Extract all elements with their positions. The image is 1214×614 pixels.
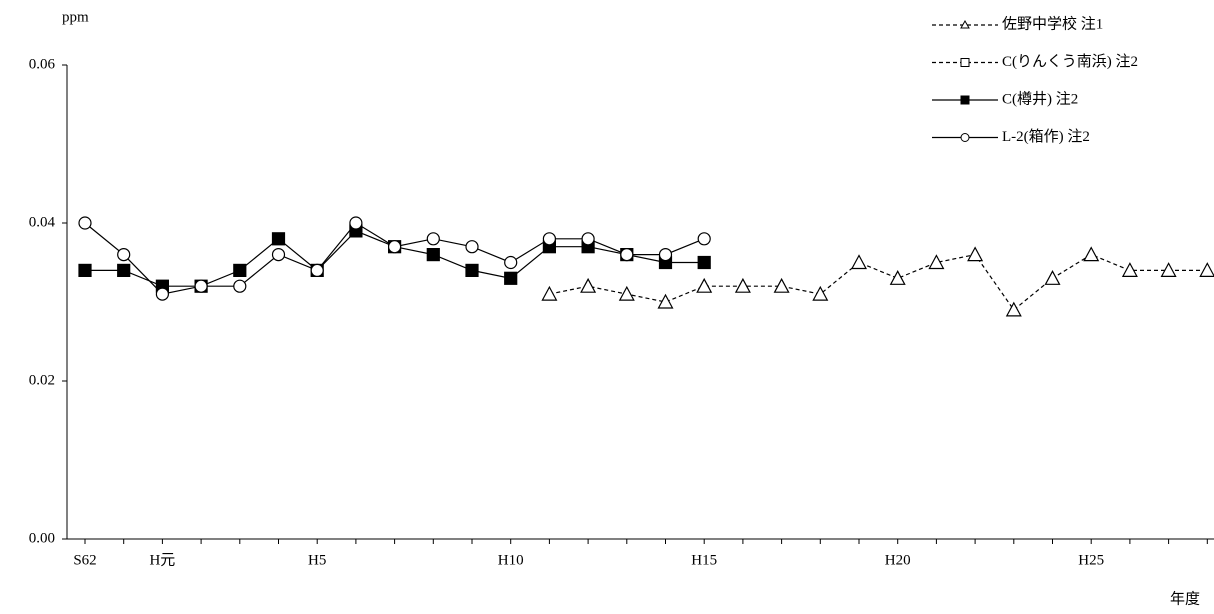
marker: [580, 277, 597, 293]
x-tick-label: H20: [885, 552, 911, 568]
marker: [465, 240, 479, 254]
legend-marker: [960, 19, 970, 29]
series-line: [84, 222, 705, 295]
x-tick-label: H元: [149, 552, 175, 568]
marker: [542, 232, 557, 246]
marker: [1199, 262, 1214, 277]
marker: [657, 293, 674, 309]
legend-marker: [960, 133, 970, 142]
marker: [967, 246, 984, 262]
marker: [812, 285, 829, 301]
legend-label: L-2(箱作) 注2: [1002, 128, 1090, 145]
marker: [773, 277, 790, 293]
marker: [78, 263, 92, 277]
marker: [233, 263, 247, 277]
y-tick-label: 0.04: [29, 214, 56, 230]
marker: [1044, 270, 1061, 285]
marker: [581, 232, 595, 246]
marker: [697, 232, 711, 246]
x-axis-label: 年度: [1170, 590, 1200, 607]
marker: [117, 263, 131, 277]
legend-label: 佐野中学校 注1: [1002, 15, 1103, 32]
legend-label: C(りんくう南浜) 注2: [1002, 53, 1138, 70]
x-tick-label: H25: [1078, 552, 1104, 568]
marker: [310, 263, 324, 277]
x-tick-label: S62: [73, 552, 96, 568]
marker: [388, 240, 402, 254]
marker: [271, 248, 286, 262]
marker: [155, 287, 169, 301]
marker: [504, 255, 518, 270]
series-line: [549, 253, 1208, 311]
marker: [1160, 262, 1177, 277]
marker: [696, 277, 713, 293]
marker: [426, 232, 440, 246]
marker: [658, 248, 673, 262]
x-tick-label: H10: [498, 552, 524, 568]
marker: [889, 270, 906, 285]
marker: [349, 216, 363, 230]
marker: [233, 279, 247, 293]
marker: [194, 279, 208, 293]
y-tick-label: 0.00: [29, 530, 55, 546]
series-line: [85, 230, 705, 287]
y-tick-label: 0.06: [29, 56, 56, 72]
marker: [850, 254, 868, 270]
marker: [1005, 301, 1022, 317]
marker: [426, 248, 440, 262]
marker: [541, 285, 558, 301]
marker: [697, 255, 711, 270]
marker: [117, 248, 131, 262]
y-axis-label: ppm: [62, 9, 89, 25]
marker: [504, 271, 518, 285]
marker: [465, 263, 479, 277]
x-tick-label: H5: [308, 552, 326, 568]
marker: [78, 216, 92, 230]
marker: [1083, 246, 1100, 262]
marker: [620, 248, 634, 262]
marker: [271, 232, 286, 246]
legend-label: C(樽井) 注2: [1002, 90, 1078, 107]
marker: [1121, 262, 1138, 277]
x-tick-label: H15: [691, 552, 717, 568]
legend-marker: [960, 95, 970, 105]
legend-marker: [960, 58, 970, 67]
marker: [928, 254, 945, 270]
marker: [618, 285, 635, 301]
y-tick-label: 0.02: [29, 372, 55, 388]
marker: [734, 277, 751, 293]
